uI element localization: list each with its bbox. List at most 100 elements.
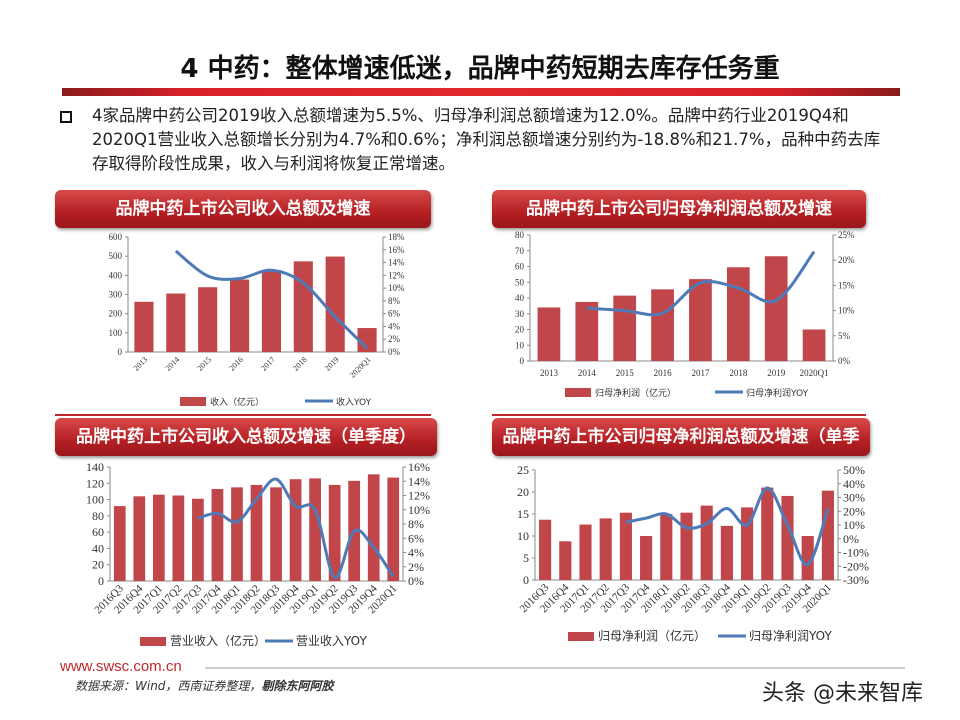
chart4-legend-bar-swatch bbox=[568, 632, 594, 641]
chart2-left-tick-label: 30 bbox=[515, 309, 525, 319]
chart2-bar bbox=[689, 279, 712, 361]
chart1-left-tick-label: 400 bbox=[109, 270, 123, 280]
source-url[interactable]: www.swsc.com.cn bbox=[60, 658, 182, 675]
chart1-bar bbox=[325, 256, 345, 352]
chart2-legend-line-label: 归母净利润YOY bbox=[746, 387, 809, 399]
chart1-right-tick-label: 6% bbox=[388, 309, 401, 319]
chart4-left-tick-label: 25 bbox=[517, 463, 529, 477]
chart1-bar bbox=[134, 301, 154, 352]
chart4-left-tick-label: 10 bbox=[517, 529, 529, 543]
source-bold-text: 剔除东阿阿胶 bbox=[261, 679, 334, 693]
chart3-legend-bar-label: 营业收入（亿元） bbox=[170, 633, 266, 648]
chart1-x-tick-label: 2015 bbox=[195, 355, 213, 373]
chart1-x-tick-label: 2019 bbox=[323, 355, 341, 373]
chart1-right-tick-label: 2% bbox=[388, 334, 401, 344]
chart2-x-tick-label: 2020Q1 bbox=[800, 368, 829, 378]
chart1-bar bbox=[357, 328, 377, 352]
chart1-bar bbox=[261, 269, 281, 352]
chart4-left-tick-label: 5 bbox=[523, 551, 529, 565]
chart2-bar bbox=[537, 307, 561, 361]
chart3-bar bbox=[270, 487, 282, 581]
chart4-right-tick-label: 40% bbox=[843, 477, 865, 491]
chart3-bar bbox=[309, 478, 321, 581]
chart4-bar bbox=[640, 536, 653, 580]
chart3-right-tick-label: 8% bbox=[408, 517, 424, 531]
chart2-bar bbox=[575, 301, 599, 361]
chart2-left-tick-label: 60 bbox=[515, 262, 525, 272]
chart1-right-tick-label: 16% bbox=[388, 245, 405, 255]
chart1-left-tick-label: 300 bbox=[109, 290, 123, 300]
chart4-legend-bar-label: 归母净利润（亿元） bbox=[598, 628, 706, 643]
chart3-bar bbox=[328, 484, 341, 581]
chart2-right-tick-label: 25% bbox=[838, 230, 855, 240]
page-title: 4 中药：整体增速低迷，品牌中药短期去库存任务重 bbox=[180, 54, 780, 84]
chart4-title: 品牌中药上市公司归母净利润总额及增速（单季度） bbox=[492, 418, 870, 485]
chart1-x-tick-label: 2013 bbox=[132, 355, 150, 373]
chart1-right-tick-label: 8% bbox=[388, 296, 401, 306]
chart3-left-tick-label: 100 bbox=[86, 493, 104, 507]
chart2-x-tick-label: 2019 bbox=[767, 368, 786, 378]
chart3-bar bbox=[152, 494, 165, 581]
chart2-x-tick-label: 2018 bbox=[729, 368, 748, 378]
chart1-bar bbox=[166, 293, 186, 352]
chart3-bar bbox=[289, 479, 302, 581]
chart4-right-tick-label: -20% bbox=[843, 559, 869, 573]
chart1-x-tick-label: 2018 bbox=[291, 355, 309, 373]
chart2-legend-bar-label: 归母净利润（亿元） bbox=[595, 387, 676, 399]
chart2-bottom-rule bbox=[492, 414, 866, 416]
chart1-title: 品牌中药上市公司收入总额及增速 bbox=[55, 190, 431, 228]
chart4-right-tick-label: 0% bbox=[843, 532, 859, 546]
chart4-right-tick-label: 10% bbox=[843, 518, 865, 532]
chart2-left-tick-label: 80 bbox=[515, 230, 525, 240]
chart2-title: 品牌中药上市公司归母净利润总额及增速 bbox=[492, 190, 866, 228]
chart4-right-tick-label: 20% bbox=[843, 504, 865, 518]
chart3-right-tick-label: 16% bbox=[408, 460, 430, 474]
chart2-x-tick-label: 2016 bbox=[654, 368, 673, 378]
chart1-right-tick-label: 18% bbox=[388, 232, 405, 242]
chart3-right-tick-label: 10% bbox=[408, 503, 430, 517]
chart2-left-tick-label: 40 bbox=[515, 293, 525, 303]
chart1-right-tick-label: 0% bbox=[388, 347, 401, 357]
chart3-bar bbox=[367, 474, 380, 581]
chart3-bar bbox=[211, 488, 224, 581]
chart2-right-tick-label: 20% bbox=[838, 255, 855, 265]
chart4-left-tick-label: 15 bbox=[517, 507, 529, 521]
summary-text: 4家品牌中药公司2019收入总额增速为5.5%、归母净利润总额增速为12.0%。… bbox=[92, 106, 881, 173]
chart4-bar bbox=[700, 505, 713, 580]
chart2-left-tick-label: 20 bbox=[515, 325, 525, 335]
chart3-bar bbox=[250, 484, 263, 581]
chart1-bar bbox=[230, 279, 250, 352]
chart1-left-tick-label: 0 bbox=[118, 347, 123, 357]
chart1-x-tick-label: 2016 bbox=[227, 355, 245, 373]
chart4-left-tick-label: 0 bbox=[523, 573, 529, 587]
chart1-x-tick-label: 2020Q1 bbox=[348, 355, 373, 380]
chart3-bar bbox=[133, 496, 146, 581]
chart1-bottom-rule bbox=[55, 414, 431, 416]
chart1-x-tick-label: 2014 bbox=[164, 355, 182, 373]
chart4-bar bbox=[680, 512, 693, 580]
chart2-x-tick-label: 2014 bbox=[578, 368, 597, 378]
chart4-right-tick-label: -10% bbox=[843, 546, 869, 560]
chart2-x-tick-label: 2015 bbox=[616, 368, 635, 378]
chart3-left-tick-label: 140 bbox=[86, 460, 104, 474]
chart2-bar bbox=[726, 267, 750, 361]
chart3-right-tick-label: 12% bbox=[408, 489, 430, 503]
chart1-right-tick-label: 4% bbox=[388, 321, 401, 331]
chart1-legend-bar-label: 收入（亿元） bbox=[210, 396, 264, 408]
chart3-right-tick-label: 14% bbox=[408, 474, 430, 488]
watermark: 头条 @未来智库 bbox=[762, 681, 923, 706]
chart4-bar bbox=[559, 541, 572, 580]
chart3-right-tick-label: 2% bbox=[408, 560, 424, 574]
chart3-legend-bar-swatch bbox=[140, 637, 166, 646]
source-text: 数据来源：Wind，西南证券整理， bbox=[75, 679, 262, 693]
chart3-left-tick-label: 40 bbox=[92, 541, 104, 555]
chart3-left-tick-label: 120 bbox=[86, 476, 104, 490]
chart2-right-tick-label: 10% bbox=[838, 306, 855, 316]
chart1-left-tick-label: 100 bbox=[109, 328, 123, 338]
chart1-left-tick-label: 200 bbox=[109, 309, 123, 319]
bullet-square-icon bbox=[60, 111, 72, 123]
chart4-right-tick-label: 50% bbox=[843, 463, 865, 477]
chart2-right-tick-label: 5% bbox=[838, 331, 851, 341]
chart3-bar bbox=[387, 477, 400, 581]
